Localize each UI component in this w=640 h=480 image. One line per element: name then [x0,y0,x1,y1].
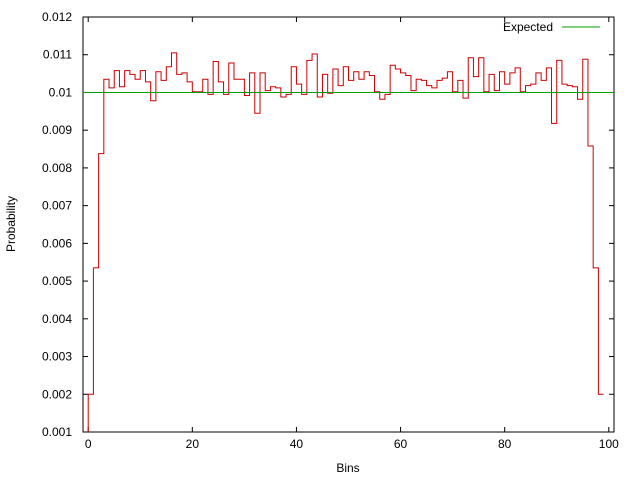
y-tick-label: 0.008 [42,161,72,175]
histogram-series-line [87,52,604,432]
x-tick-label: 40 [290,437,304,451]
x-tick-label: 80 [498,437,512,451]
x-axis: 0 20 40 60 80 100 [85,17,619,451]
y-tick-label: 0.01 [49,85,73,99]
y-tick-label: 0.004 [42,312,72,326]
x-tick-label: 20 [186,437,200,451]
y-tick-label: 0.003 [42,350,72,364]
y-tick-label: 0.002 [42,387,72,401]
x-axis-title: Bins [336,461,359,475]
y-tick-label: 0.001 [42,425,72,439]
plot-frame [82,16,615,433]
y-axis: 0.001 0.002 0.003 0.004 0.005 0.006 0.007 0.008… [42,10,614,439]
y-tick-label: 0.006 [42,236,72,250]
x-tick-label: 0 [85,437,92,451]
y-axis-title: Probability [4,196,18,252]
y-tick-label: 0.012 [42,10,72,24]
x-tick-label: 100 [599,437,619,451]
y-tick-label: 0.005 [42,274,72,288]
y-tick-label: 0.007 [42,199,72,213]
y-tick-label: 0.009 [42,123,72,137]
legend-label-expected: Expected [503,20,553,34]
x-tick-label: 60 [394,437,408,451]
legend: Expected [503,20,600,34]
series-layer [83,52,614,432]
y-tick-label: 0.011 [43,48,72,62]
